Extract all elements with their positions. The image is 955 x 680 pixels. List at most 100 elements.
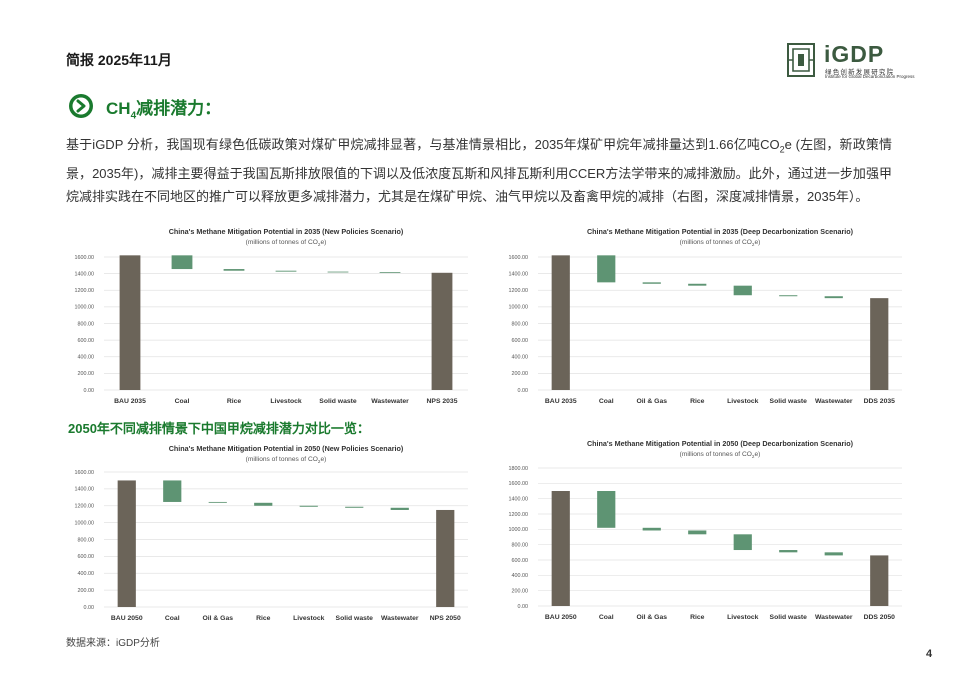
y-tick-label: 1000.00	[509, 305, 529, 311]
y-tick-label: 800.00	[512, 542, 529, 548]
category-label: NPS 2050	[430, 615, 461, 622]
category-label: BAU 2050	[111, 615, 143, 622]
chart-title: China's Methane Mitigation Potential in …	[587, 227, 854, 236]
y-tick-label: 1800.00	[509, 466, 529, 472]
chart-subtitle-subscript: 2	[318, 242, 321, 247]
chart-2035-dds: China's Methane Mitigation Potential in …	[500, 224, 910, 410]
total-bar	[431, 272, 453, 390]
y-tick-label: 600.00	[512, 558, 529, 564]
category-label: Coal	[599, 398, 614, 405]
reduction-bar	[597, 255, 616, 283]
arrow-circle-icon	[69, 94, 93, 118]
igdp-logo-mark-icon	[787, 43, 815, 77]
category-label: Rice	[256, 615, 271, 622]
y-tick-label: 1400.00	[75, 271, 95, 277]
reduction-bar	[299, 505, 318, 507]
chart-title: China's Methane Mitigation Potential in …	[169, 444, 404, 453]
category-label: DDS 2035	[864, 398, 896, 405]
y-tick-label: 400.00	[512, 355, 529, 361]
y-tick-label: 0.00	[84, 388, 95, 394]
reduction-bar	[171, 255, 193, 270]
reduction-bar	[733, 285, 752, 296]
category-label: Oil & Gas	[636, 614, 667, 621]
total-bar	[117, 480, 136, 607]
y-tick-label: 200.00	[78, 371, 95, 377]
y-tick-label: 0.00	[84, 605, 95, 611]
reduction-bar	[345, 506, 364, 508]
y-tick-label: 1200.00	[509, 288, 529, 294]
paragraph-subscript: 2	[779, 144, 785, 155]
reduction-bar	[824, 296, 843, 299]
y-tick-label: 0.00	[518, 604, 529, 610]
reduction-bar	[275, 270, 297, 272]
y-tick-label: 1400.00	[509, 271, 529, 277]
reduction-bar	[733, 534, 752, 551]
category-label: BAU 2050	[545, 614, 577, 621]
chart-subtitle-post: e)	[754, 239, 760, 246]
category-label: Wastewater	[381, 615, 419, 622]
category-label: Wastewater	[371, 398, 409, 405]
chart-title: China's Methane Mitigation Potential in …	[169, 227, 404, 236]
category-label: Solid waste	[770, 614, 808, 621]
chart-subtitle: (millions of tonnes of CO2e)	[680, 239, 761, 247]
y-tick-label: 1200.00	[75, 504, 95, 510]
category-label: Solid waste	[336, 615, 374, 622]
y-tick-label: 800.00	[78, 321, 95, 327]
chart-2035-nps: China's Methane Mitigation Potential in …	[66, 224, 476, 410]
reduction-bar	[779, 295, 798, 297]
page-number: 4	[926, 648, 933, 660]
category-label: Livestock	[270, 398, 302, 405]
chart-subtitle-subscript: 2	[752, 454, 755, 459]
y-tick-label: 1600.00	[509, 255, 529, 261]
y-tick-label: 600.00	[78, 554, 95, 560]
y-tick-label: 1200.00	[509, 512, 529, 518]
y-tick-label: 600.00	[78, 338, 95, 344]
reduction-bar	[688, 283, 707, 286]
y-tick-label: 400.00	[512, 573, 529, 579]
logo-chinese-name: 绿色创新发展研究院	[825, 69, 895, 76]
category-label: Rice	[690, 398, 705, 405]
reduction-bar	[597, 491, 616, 528]
reduction-bar	[254, 502, 273, 506]
chart-title: China's Methane Mitigation Potential in …	[587, 439, 854, 448]
reduction-bar	[642, 527, 661, 531]
category-label: Rice	[227, 398, 242, 405]
y-tick-label: 1000.00	[75, 520, 95, 526]
category-label: Wastewater	[815, 614, 853, 621]
chart-subtitle: (millions of tonnes of CO2e)	[680, 451, 761, 459]
reduction-bar	[327, 271, 349, 273]
chart-subtitle-pre: (millions of tonnes of CO	[680, 239, 752, 246]
paragraph-part-1: 基于iGDP 分析，我国现有绿色低碳政策对煤矿甲烷减排显著，与基准情景相比，20…	[66, 137, 780, 152]
y-tick-label: 1200.00	[75, 288, 95, 294]
chart-subtitle: (millions of tonnes of CO2e)	[246, 456, 327, 464]
chart-2035-nps-svg: China's Methane Mitigation Potential in …	[75, 227, 468, 405]
section-heading: CH4减排潜力：	[106, 94, 221, 121]
category-label: Livestock	[727, 398, 759, 405]
igdp-logo: iGDP 绿色创新发展研究院 Institute for Global Deca…	[786, 41, 915, 82]
data-source-note: 数据来源：iGDP分析	[66, 638, 160, 649]
reduction-bar	[779, 550, 798, 553]
category-label: NPS 2035	[427, 398, 458, 405]
logo-name: iGDP	[824, 41, 885, 67]
heading-subscript: 4	[130, 110, 137, 122]
y-tick-label: 1600.00	[509, 481, 529, 487]
y-tick-label: 200.00	[512, 588, 529, 594]
total-bar	[119, 255, 141, 390]
category-label: Solid waste	[770, 398, 808, 405]
logo-english-name: Institute for Global Decarbonization Pro…	[825, 74, 915, 79]
y-tick-label: 1400.00	[509, 496, 529, 502]
chart-subtitle-post: e)	[320, 456, 326, 463]
reduction-bar	[824, 552, 843, 556]
category-label: Oil & Gas	[202, 615, 233, 622]
category-label: Rice	[690, 614, 705, 621]
category-label: Wastewater	[815, 398, 853, 405]
y-tick-label: 800.00	[512, 321, 529, 327]
total-bar	[551, 255, 570, 390]
chart-subtitle: (millions of tonnes of CO2e)	[246, 239, 327, 247]
y-tick-label: 1600.00	[75, 255, 95, 261]
y-tick-label: 800.00	[78, 537, 95, 543]
reduction-bar	[223, 269, 245, 271]
category-label: Oil & Gas	[636, 398, 667, 405]
category-label: Solid waste	[319, 398, 357, 405]
chart-2050-dds-svg: China's Methane Mitigation Potential in …	[509, 439, 902, 621]
